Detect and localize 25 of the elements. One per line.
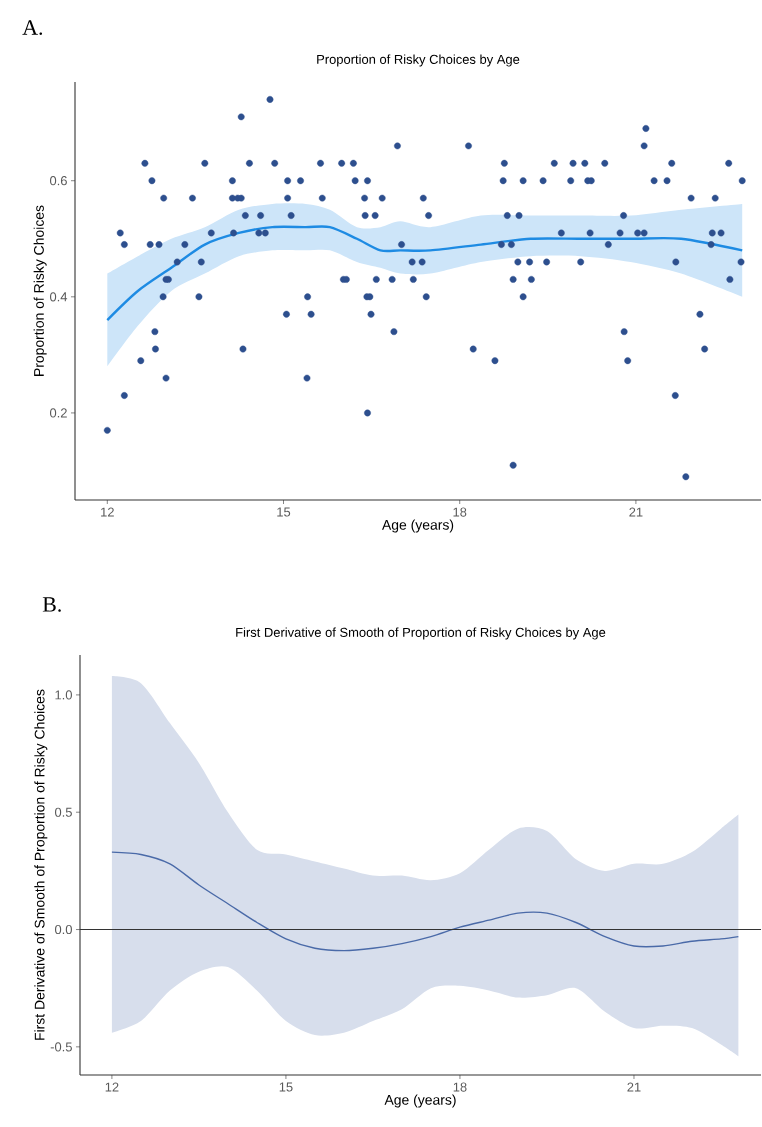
y-tick-label: 0.0: [55, 924, 73, 935]
x-axis-title: Age (years): [384, 1094, 456, 1108]
x-tick-label: 15: [277, 507, 291, 517]
text: A.: [22, 20, 43, 35]
y-tick-label: 1.0: [55, 690, 73, 700]
y-tick-label: 0.6: [50, 176, 68, 186]
x-tick-label: 21: [627, 1082, 641, 1092]
x-tick-label: 12: [105, 1082, 119, 1092]
y-axis-title: Proportion of Risky Choices: [33, 205, 47, 376]
line-series: [106, 225, 744, 322]
y-tick-label: 0.4: [50, 292, 68, 302]
y-axis-title: First Derivative of Smooth of Proportion of Risky Choices: [34, 689, 48, 1040]
y-tick-label: 0.2: [50, 408, 68, 418]
x-tick-label: 15: [279, 1082, 293, 1092]
text: B.: [43, 597, 62, 612]
line-series: [111, 851, 740, 952]
chart-title: Proportion of Risky Choices by Age: [317, 54, 520, 67]
y-tick-label: -0.5: [50, 1042, 73, 1052]
x-tick-label: 18: [453, 507, 467, 517]
x-tick-label: 18: [453, 1082, 467, 1092]
x-tick-label: 12: [101, 507, 115, 517]
x-axis-title: Age (years): [382, 519, 454, 533]
chart-title: First Derivative of Smooth of Proportion of Risky Choices by Age: [236, 627, 606, 640]
y-tick-label: 0.5: [55, 807, 73, 817]
x-tick-label: 21: [629, 507, 643, 517]
